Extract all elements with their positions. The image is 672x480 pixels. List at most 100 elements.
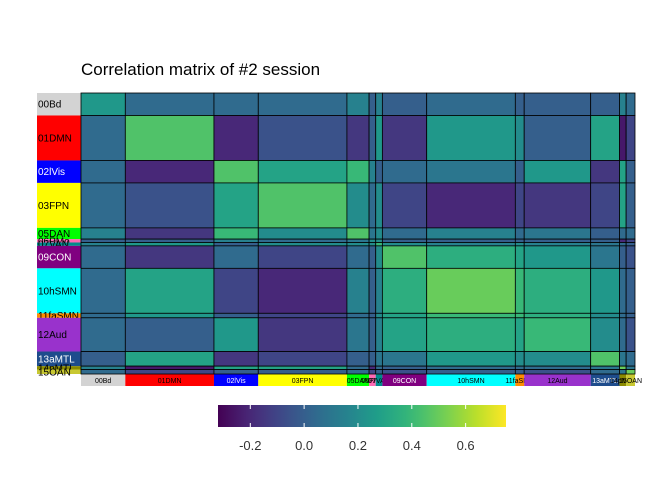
heatmap-cell-05DAN-12Aud [523,227,592,240]
heatmap-cell-07VAN-13aMTL [590,242,620,247]
heatmap-cell-03FPN-02lVis [213,182,259,229]
heatmap-cell-07VAN-06PMo [368,242,377,247]
heatmap-cell-06PMo-13aMTL [590,238,620,243]
heatmap-cell-02lVis-11faSMN [514,160,525,184]
heatmap-cell-09CON-14pMTL [619,245,627,269]
row-label-05DAN: 05DAN [38,229,70,240]
heatmap-cell-14pMTL-12Aud [523,365,592,370]
heatmap-cell-09CON-03FPN [257,245,348,269]
heatmap-cell-10hSMN-13aMTL [590,267,620,314]
heatmap-cell-13aMTL-15OAN [625,351,636,367]
col-label-block-13aMTL [590,374,620,386]
row-label-block-01DMN [37,115,81,161]
row-label-block-02lVis [37,160,81,183]
heatmap-cell-11faSMN-10hSMN [426,312,516,319]
heatmap-cell-06PMo-15OAN [625,238,636,243]
heatmap-cell-01DMN-07VAN [375,115,383,161]
heatmap-cell-07VAN-11faSMN [514,242,525,247]
heatmap-cell-03FPN-14pMTL [619,182,627,229]
heatmap-cell-13aMTL-12Aud [523,351,592,367]
heatmap-cell-02lVis-13aMTL [590,160,620,184]
heatmap-cell-15OAN-01DMN [124,369,215,375]
heatmap-cell-10hSMN-14pMTL [619,267,627,314]
col-label-15OAN: 15OAN [619,378,642,385]
colorbar: -0.2 0.0 0.2 0.4 0.6 [218,405,506,453]
heatmap-cell-10hSMN-06PMo [368,267,377,314]
heatmap-cell-15OAN-03FPN [257,369,348,375]
heatmap-cell-15OAN-11faSMN [514,369,525,375]
heatmap-cell-07VAN-07VAN [375,242,383,247]
heatmap-cell-02lVis-15OAN [625,160,636,184]
row-label-03FPN: 03FPN [38,201,69,212]
heatmap-cell-12Aud-03FPN [257,317,348,352]
heatmap-cell-02lVis-09CON [381,160,428,184]
col-label-block-10hSMN [426,374,516,386]
heatmap-cell-00Bd-00Bd [80,92,126,116]
heatmap-cell-07VAN-14pMTL [619,242,627,247]
col-label-03FPN: 03FPN [292,378,314,385]
col-label-block-15OAN [626,374,635,386]
heatmap-cell-01DMN-12Aud [523,115,592,161]
heatmap-cell-15OAN-13aMTL [590,369,620,375]
heatmap-cell-09CON-11faSMN [514,245,525,269]
heatmap-cell-05DAN-11faSMN [514,227,525,240]
heatmap-cell-02lVis-12Aud [523,160,592,184]
heatmap-cell-07VAN-05DAN [346,242,370,247]
col-label-12Aud: 12Aud [547,378,567,385]
heatmap-cell-13aMTL-01DMN [124,351,215,367]
heatmap-cell-03FPN-05DAN [346,182,370,229]
heatmap-cell-13aMTL-00Bd [80,351,126,367]
heatmap-cell-12Aud-14pMTL [619,317,627,352]
heatmap-cell-01DMN-00Bd [80,115,126,161]
heatmap-cell-11faSMN-02lVis [213,312,259,319]
heatmap-cell-10hSMN-10hSMN [426,267,516,314]
heatmap-cell-14pMTL-10hSMN [426,365,516,370]
heatmap-cell-02lVis-01DMN [124,160,215,184]
heatmap-cell-00Bd-15OAN [625,92,636,116]
heatmap-cell-00Bd-05DAN [346,92,370,116]
col-label-block-14pMTL [619,374,627,386]
heatmap-cell-07VAN-02lVis [213,242,259,247]
heatmap-cell-11faSMN-05DAN [346,312,370,319]
heatmap-cell-01DMN-09CON [381,115,428,161]
heatmap-cell-11faSMN-06PMo [368,312,377,319]
heatmap-cell-11faSMN-03FPN [257,312,348,319]
heatmap-cell-05DAN-05DAN [346,227,370,240]
heatmap-cell-15OAN-02lVis [213,369,259,375]
heatmap-cell-11faSMN-00Bd [80,312,126,319]
heatmap-cell-02lVis-00Bd [80,160,126,184]
heatmap-cell-13aMTL-11faSMN [514,351,525,367]
heatmap-cell-15OAN-00Bd [80,369,126,375]
heatmap-cell-00Bd-13aMTL [590,92,620,116]
heatmap-cell-03FPN-06PMo [368,182,377,229]
heatmap-cell-12Aud-07VAN [375,317,383,352]
heatmap-cell-15OAN-14pMTL [619,369,627,375]
heatmap-cell-10hSMN-05DAN [346,267,370,314]
heatmap-cell-00Bd-10hSMN [426,92,516,116]
row-label-block-00Bd [37,93,81,116]
heatmap-cell-11faSMN-12Aud [523,312,592,319]
col-label-05DAN: 05DAN [347,378,370,385]
heatmap-cell-01DMN-11faSMN [514,115,525,161]
heatmap-cell-10hSMN-03FPN [257,267,348,314]
heatmap-cell-07VAN-01DMN [124,242,215,247]
heatmap-cell-06PMo-14pMTL [619,238,627,243]
heatmap-cell-12Aud-05DAN [346,317,370,352]
heatmap-cell-06PMo-10hSMN [426,238,516,243]
heatmap-cell-11faSMN-11faSMN [514,312,525,319]
heatmap-cell-12Aud-11faSMN [514,317,525,352]
heatmap-cell-00Bd-02lVis [213,92,259,116]
heatmap-cell-05DAN-03FPN [257,227,348,240]
col-label-02lVis: 02lVis [227,378,246,385]
heatmap-cell-15OAN-06PMo [368,369,377,375]
heatmap-cell-14pMTL-14pMTL [619,365,627,370]
heatmap-cell-14pMTL-03FPN [257,365,348,370]
heatmap-cell-02lVis-10hSMN [426,160,516,184]
heatmap-cell-10hSMN-11faSMN [514,267,525,314]
heatmap-cell-05DAN-00Bd [80,227,126,240]
heatmap-cell-09CON-12Aud [523,245,592,269]
heatmap-cell-00Bd-06PMo [368,92,377,116]
heatmap-cell-03FPN-00Bd [80,182,126,229]
heatmap-cell-09CON-10hSMN [426,245,516,269]
